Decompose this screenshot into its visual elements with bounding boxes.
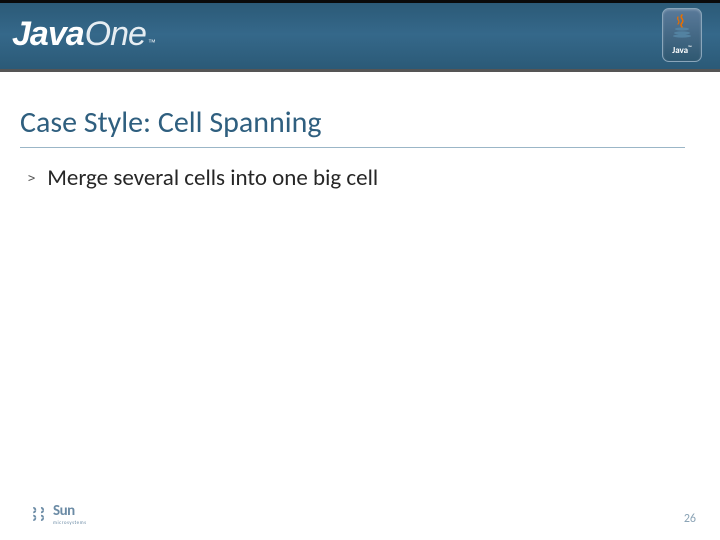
sun-text-block: Sun microsystems: [53, 501, 87, 526]
bullet-text: Merge several cells into one big cell: [47, 164, 378, 192]
sun-logo: Sun microsystems: [26, 501, 87, 526]
javaone-logo: Java One ™: [12, 15, 156, 54]
sun-sublabel: microsystems: [53, 520, 87, 526]
logo-text-java: Java: [12, 15, 84, 54]
list-item: > Merge several cells into one big cell: [28, 164, 668, 192]
bullet-list: > Merge several cells into one big cell: [28, 164, 668, 202]
java-badge-label: Java™: [672, 45, 691, 56]
coffee-cup-icon: [672, 14, 692, 43]
java-badge-icon: Java™: [662, 8, 702, 62]
sun-label: Sun: [53, 502, 75, 520]
sun-mark-icon: [26, 503, 48, 525]
header-band: Java One ™ Java™: [0, 0, 720, 72]
slide: Java One ™ Java™ Case Style: Cell Spanni…: [0, 0, 720, 540]
page-number: 26: [684, 512, 696, 526]
slide-title: Case Style: Cell Spanning: [20, 104, 685, 148]
bullet-marker-icon: >: [28, 164, 35, 192]
logo-tm: ™: [148, 38, 156, 47]
logo-text-one: One: [85, 15, 146, 54]
